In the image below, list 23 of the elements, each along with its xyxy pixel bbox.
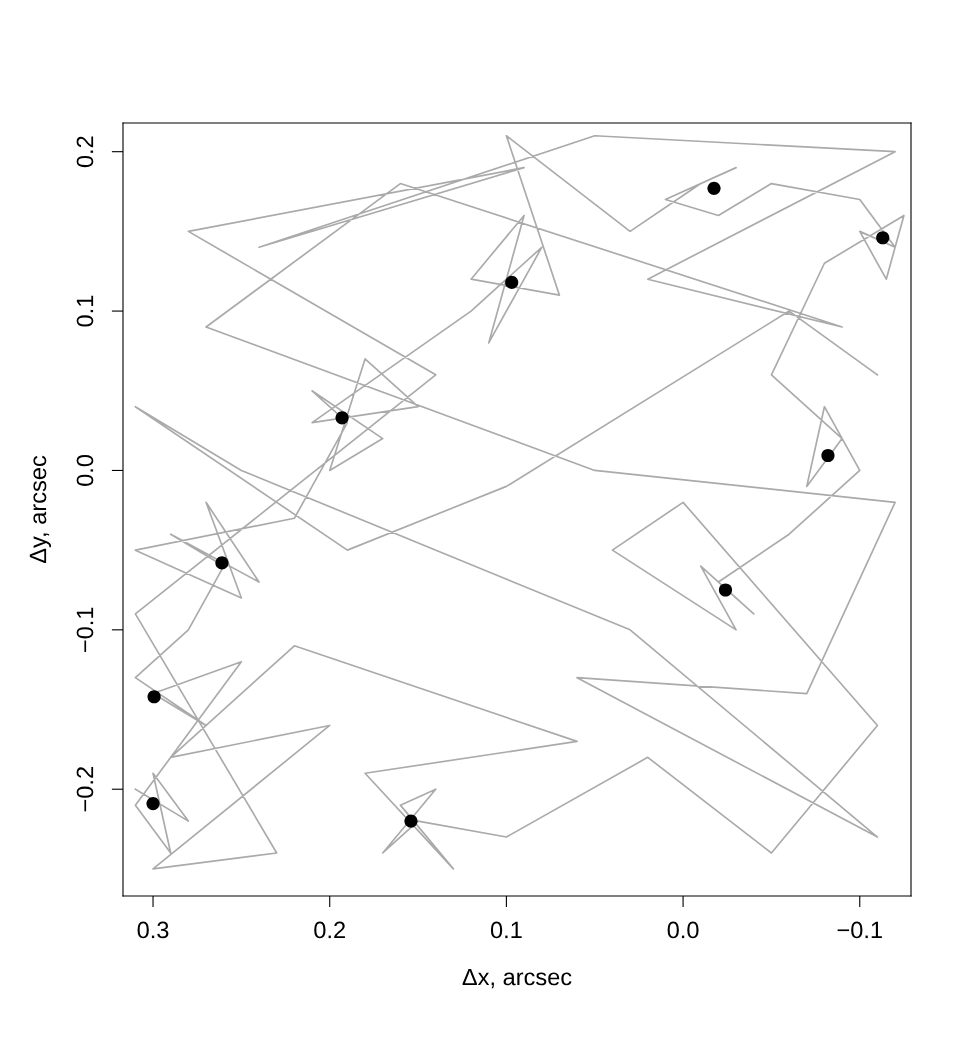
point: [335, 411, 349, 425]
y-tick-label: −0.1: [76, 607, 94, 652]
point: [821, 448, 835, 463]
point: [505, 275, 519, 289]
point: [404, 814, 418, 828]
point: [876, 231, 890, 245]
x-tick-label: 0.0: [667, 921, 699, 939]
x-tick-label: 0.3: [137, 921, 169, 939]
point: [707, 181, 721, 195]
y-tick-label: 0.0: [76, 454, 94, 486]
x-axis-title: Δx, arcsec: [462, 968, 572, 989]
x-tick-label: 0.1: [490, 921, 522, 939]
point: [146, 796, 160, 811]
point: [215, 556, 229, 570]
y-axis-title: Δy, arcsec: [29, 455, 51, 564]
line-series: [134, 134, 905, 870]
y-tick-label: 0.1: [76, 295, 94, 327]
x-tick-label: −0.1: [837, 921, 882, 939]
y-tick-label: −0.2: [76, 767, 94, 812]
x-tick-label: 0.2: [314, 921, 345, 939]
y-tick-label: 0.2: [76, 136, 94, 168]
point: [718, 583, 733, 597]
point: [147, 690, 161, 704]
